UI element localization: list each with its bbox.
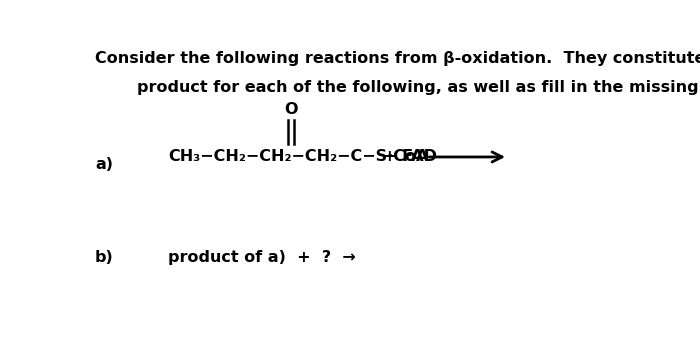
Text: a): a): [95, 157, 113, 172]
Text: + FAD: + FAD: [383, 149, 438, 165]
Text: product of a)  +  ?  →: product of a) + ? →: [168, 250, 356, 265]
Text: O: O: [284, 102, 298, 117]
Text: CH₃−CH₂−CH₂−CH₂−C−S·CoA: CH₃−CH₂−CH₂−CH₂−C−S·CoA: [168, 149, 428, 165]
Text: Consider the following reactions from β-oxidation.  They constitute two successi: Consider the following reactions from β-…: [95, 51, 700, 66]
Text: b): b): [95, 250, 114, 265]
Text: product for each of the following, as well as fill in the missing reagent for st: product for each of the following, as we…: [137, 80, 700, 95]
